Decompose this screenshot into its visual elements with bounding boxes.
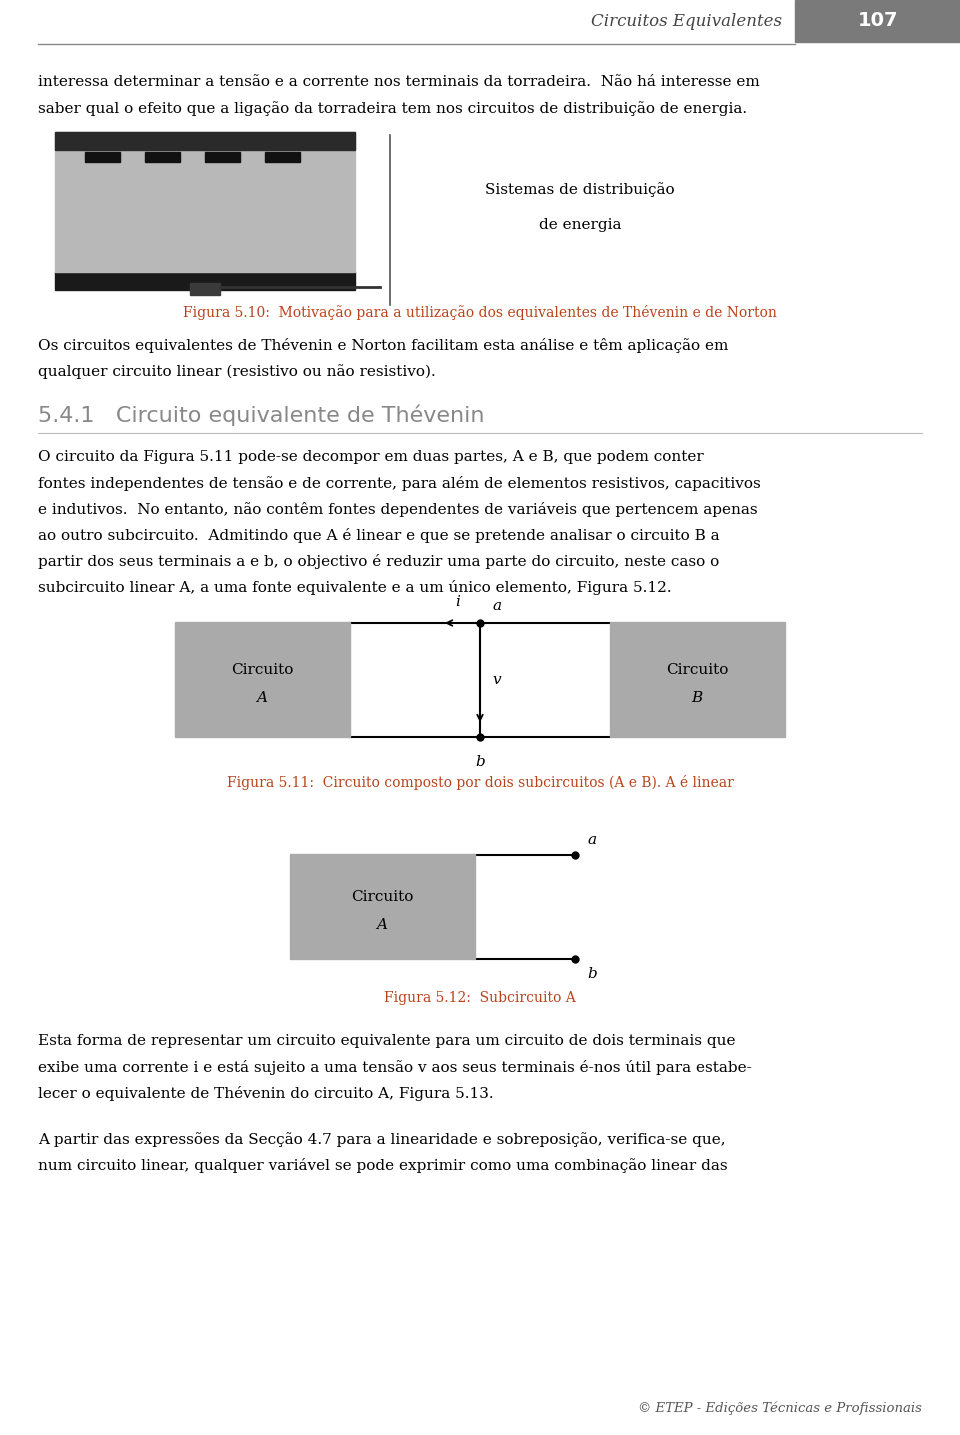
Text: A: A: [376, 918, 388, 931]
Text: b: b: [587, 967, 597, 982]
Text: Circuito: Circuito: [350, 890, 413, 904]
Text: e indutivos.  No entanto, não contêm fontes dependentes de variáveis que pertenc: e indutivos. No entanto, não contêm font…: [38, 502, 757, 517]
Bar: [55, 132, 355, 151]
Bar: [795, 0, 960, 42]
Text: exibe uma corrente i e está sujeito a uma tensão v aos seus terminais é-nos útil: exibe uma corrente i e está sujeito a um…: [38, 1060, 752, 1075]
Text: Figura 5.12:  Subcircuito A: Figura 5.12: Subcircuito A: [384, 992, 576, 1004]
Text: fontes independentes de tensão e de corrente, para além de elementos resistivos,: fontes independentes de tensão e de corr…: [38, 476, 760, 491]
Text: 107: 107: [857, 11, 899, 30]
Text: Sistemas de distribuição: Sistemas de distribuição: [485, 182, 675, 198]
Text: B: B: [691, 692, 703, 705]
Bar: [610, 621, 785, 738]
Text: 5.4.1   Circuito equivalente de Thévenin: 5.4.1 Circuito equivalente de Thévenin: [38, 405, 485, 426]
Text: Os circuitos equivalentes de Thévenin e Norton facilitam esta análise e têm apli: Os circuitos equivalentes de Thévenin e …: [38, 339, 729, 353]
Bar: [190, 283, 220, 296]
Text: A partir das expressões da Secção 4.7 para a linearidade e sobreposição, verific: A partir das expressões da Secção 4.7 pa…: [38, 1132, 726, 1147]
Text: A: A: [256, 692, 268, 705]
Bar: [265, 152, 300, 162]
Text: de energia: de energia: [539, 218, 621, 232]
Text: subcircuito linear A, a uma fonte equivalente e a um único elemento, Figura 5.12: subcircuito linear A, a uma fonte equiva…: [38, 580, 672, 596]
Bar: [85, 152, 120, 162]
Text: b: b: [475, 755, 485, 769]
Bar: [175, 621, 350, 738]
Text: Circuito: Circuito: [230, 663, 293, 677]
Text: © ETEP - Edições Técnicas e Profissionais: © ETEP - Edições Técnicas e Profissionai…: [638, 1402, 922, 1415]
Bar: [145, 152, 180, 162]
Text: Figura 5.10:  Motivação para a utilização dos equivalentes de Thévenin e de Nort: Figura 5.10: Motivação para a utilização…: [183, 306, 777, 320]
Bar: [205, 152, 240, 162]
Text: Circuitos Equivalentes: Circuitos Equivalentes: [591, 13, 782, 30]
Bar: [290, 854, 475, 959]
Text: partir dos seus terminais a e b, o objectivo é reduzir uma parte do circuito, ne: partir dos seus terminais a e b, o objec…: [38, 554, 719, 570]
Text: saber qual o efeito que a ligação da torradeira tem nos circuitos de distribuiçã: saber qual o efeito que a ligação da tor…: [38, 100, 747, 116]
Text: qualquer circuito linear (resistivo ou não resistivo).: qualquer circuito linear (resistivo ou n…: [38, 364, 436, 379]
Text: Figura 5.11:  Circuito composto por dois subcircuitos (A e B). A é linear: Figura 5.11: Circuito composto por dois …: [227, 775, 733, 791]
Text: i: i: [456, 596, 461, 608]
Text: lecer o equivalente de Thévenin do circuito A, Figura 5.13.: lecer o equivalente de Thévenin do circu…: [38, 1086, 493, 1101]
Text: Esta forma de representar um circuito equivalente para um circuito de dois termi: Esta forma de representar um circuito eq…: [38, 1035, 735, 1048]
Text: interessa determinar a tensão e a corrente nos terminais da torradeira.  Não há : interessa determinar a tensão e a corren…: [38, 75, 759, 89]
Bar: [55, 273, 355, 290]
Text: num circuito linear, qualquer variável se pode exprimir como uma combinação line: num circuito linear, qualquer variável s…: [38, 1158, 728, 1172]
Text: a: a: [587, 832, 596, 847]
Text: a: a: [492, 598, 501, 613]
Text: O circuito da Figura 5.11 pode-se decompor em duas partes, A e B, que podem cont: O circuito da Figura 5.11 pode-se decomp…: [38, 451, 704, 464]
Text: Circuito: Circuito: [666, 663, 729, 677]
Text: ao outro subcircuito.  Admitindo que A é linear e que se pretende analisar o cir: ao outro subcircuito. Admitindo que A é …: [38, 528, 720, 542]
Bar: [55, 132, 355, 273]
Text: v: v: [492, 673, 500, 687]
